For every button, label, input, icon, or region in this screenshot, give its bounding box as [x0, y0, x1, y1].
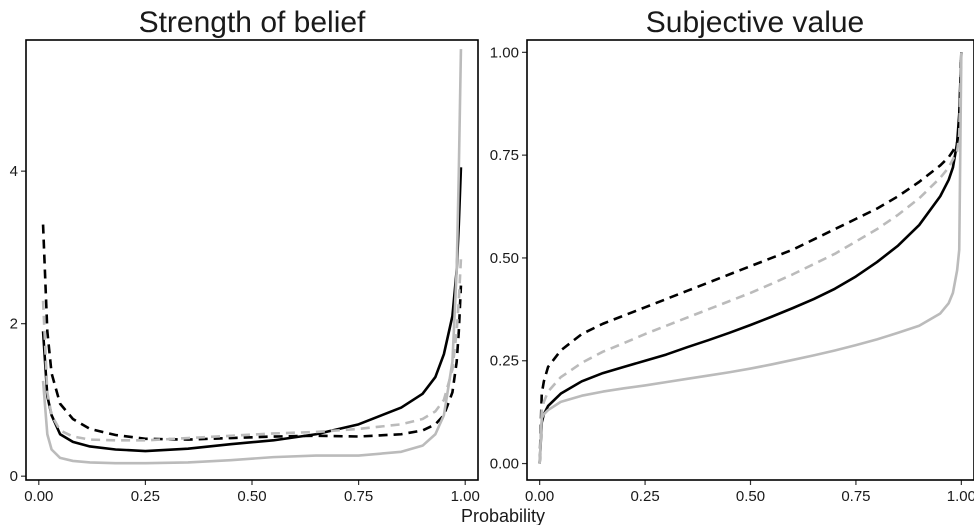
series-group: [538, 52, 963, 464]
x-tick-label: 0.75: [841, 488, 870, 505]
x-tick-label: 0.00: [24, 488, 53, 505]
panel-strength-of-belief: Strength of belief 0.00 0.25 0.50 0.75 1.00 …: [10, 6, 480, 505]
y-tick-label: 0: [10, 468, 18, 485]
series-line-4: [538, 52, 963, 464]
series-line-2: [538, 52, 963, 464]
y-tick-label: 0.75: [490, 147, 519, 164]
x-axis-title: Probability: [461, 506, 545, 525]
panel-title: Strength of belief: [139, 6, 366, 39]
y-axis: 0.00 0.25 0.50 0.75 1.00: [490, 44, 527, 473]
series-line-1: [538, 52, 963, 464]
series-group: [41, 49, 463, 465]
y-tick-label: 2: [10, 316, 18, 333]
x-axis: 0.00 0.25 0.50 0.75 1.00: [525, 480, 974, 505]
x-axis: 0.00 0.25 0.50 0.75 1.00: [24, 480, 480, 505]
x-tick-label: 0.00: [525, 488, 554, 505]
series-line-3: [538, 52, 963, 464]
y-tick-label: 0.00: [490, 456, 519, 473]
series-line-1: [41, 167, 463, 453]
x-tick-label: 0.75: [344, 488, 373, 505]
panel-subjective-value: Subjective value 0.00 0.25 0.50 0.75 1.00 0.…: [490, 6, 974, 505]
x-tick-label: 1.00: [451, 488, 480, 505]
panel-title: Subjective value: [646, 6, 864, 39]
x-tick-label: 1.00: [947, 488, 974, 505]
series-line-2: [41, 224, 463, 441]
x-tick-label: 0.50: [736, 488, 765, 505]
series-line-3: [41, 49, 463, 465]
y-tick-label: 0.25: [490, 353, 519, 370]
y-tick-label: 1.00: [490, 44, 519, 61]
panel-frame: [526, 39, 974, 481]
y-tick-label: 4: [10, 163, 18, 180]
x-tick-label: 0.25: [131, 488, 160, 505]
series-line-4: [41, 258, 463, 442]
x-tick-label: 0.50: [237, 488, 266, 505]
panel-frame: [25, 39, 479, 481]
x-tick-label: 0.25: [630, 488, 659, 505]
y-tick-label: 0.50: [490, 250, 519, 267]
y-axis: 0 2 4: [10, 163, 26, 485]
